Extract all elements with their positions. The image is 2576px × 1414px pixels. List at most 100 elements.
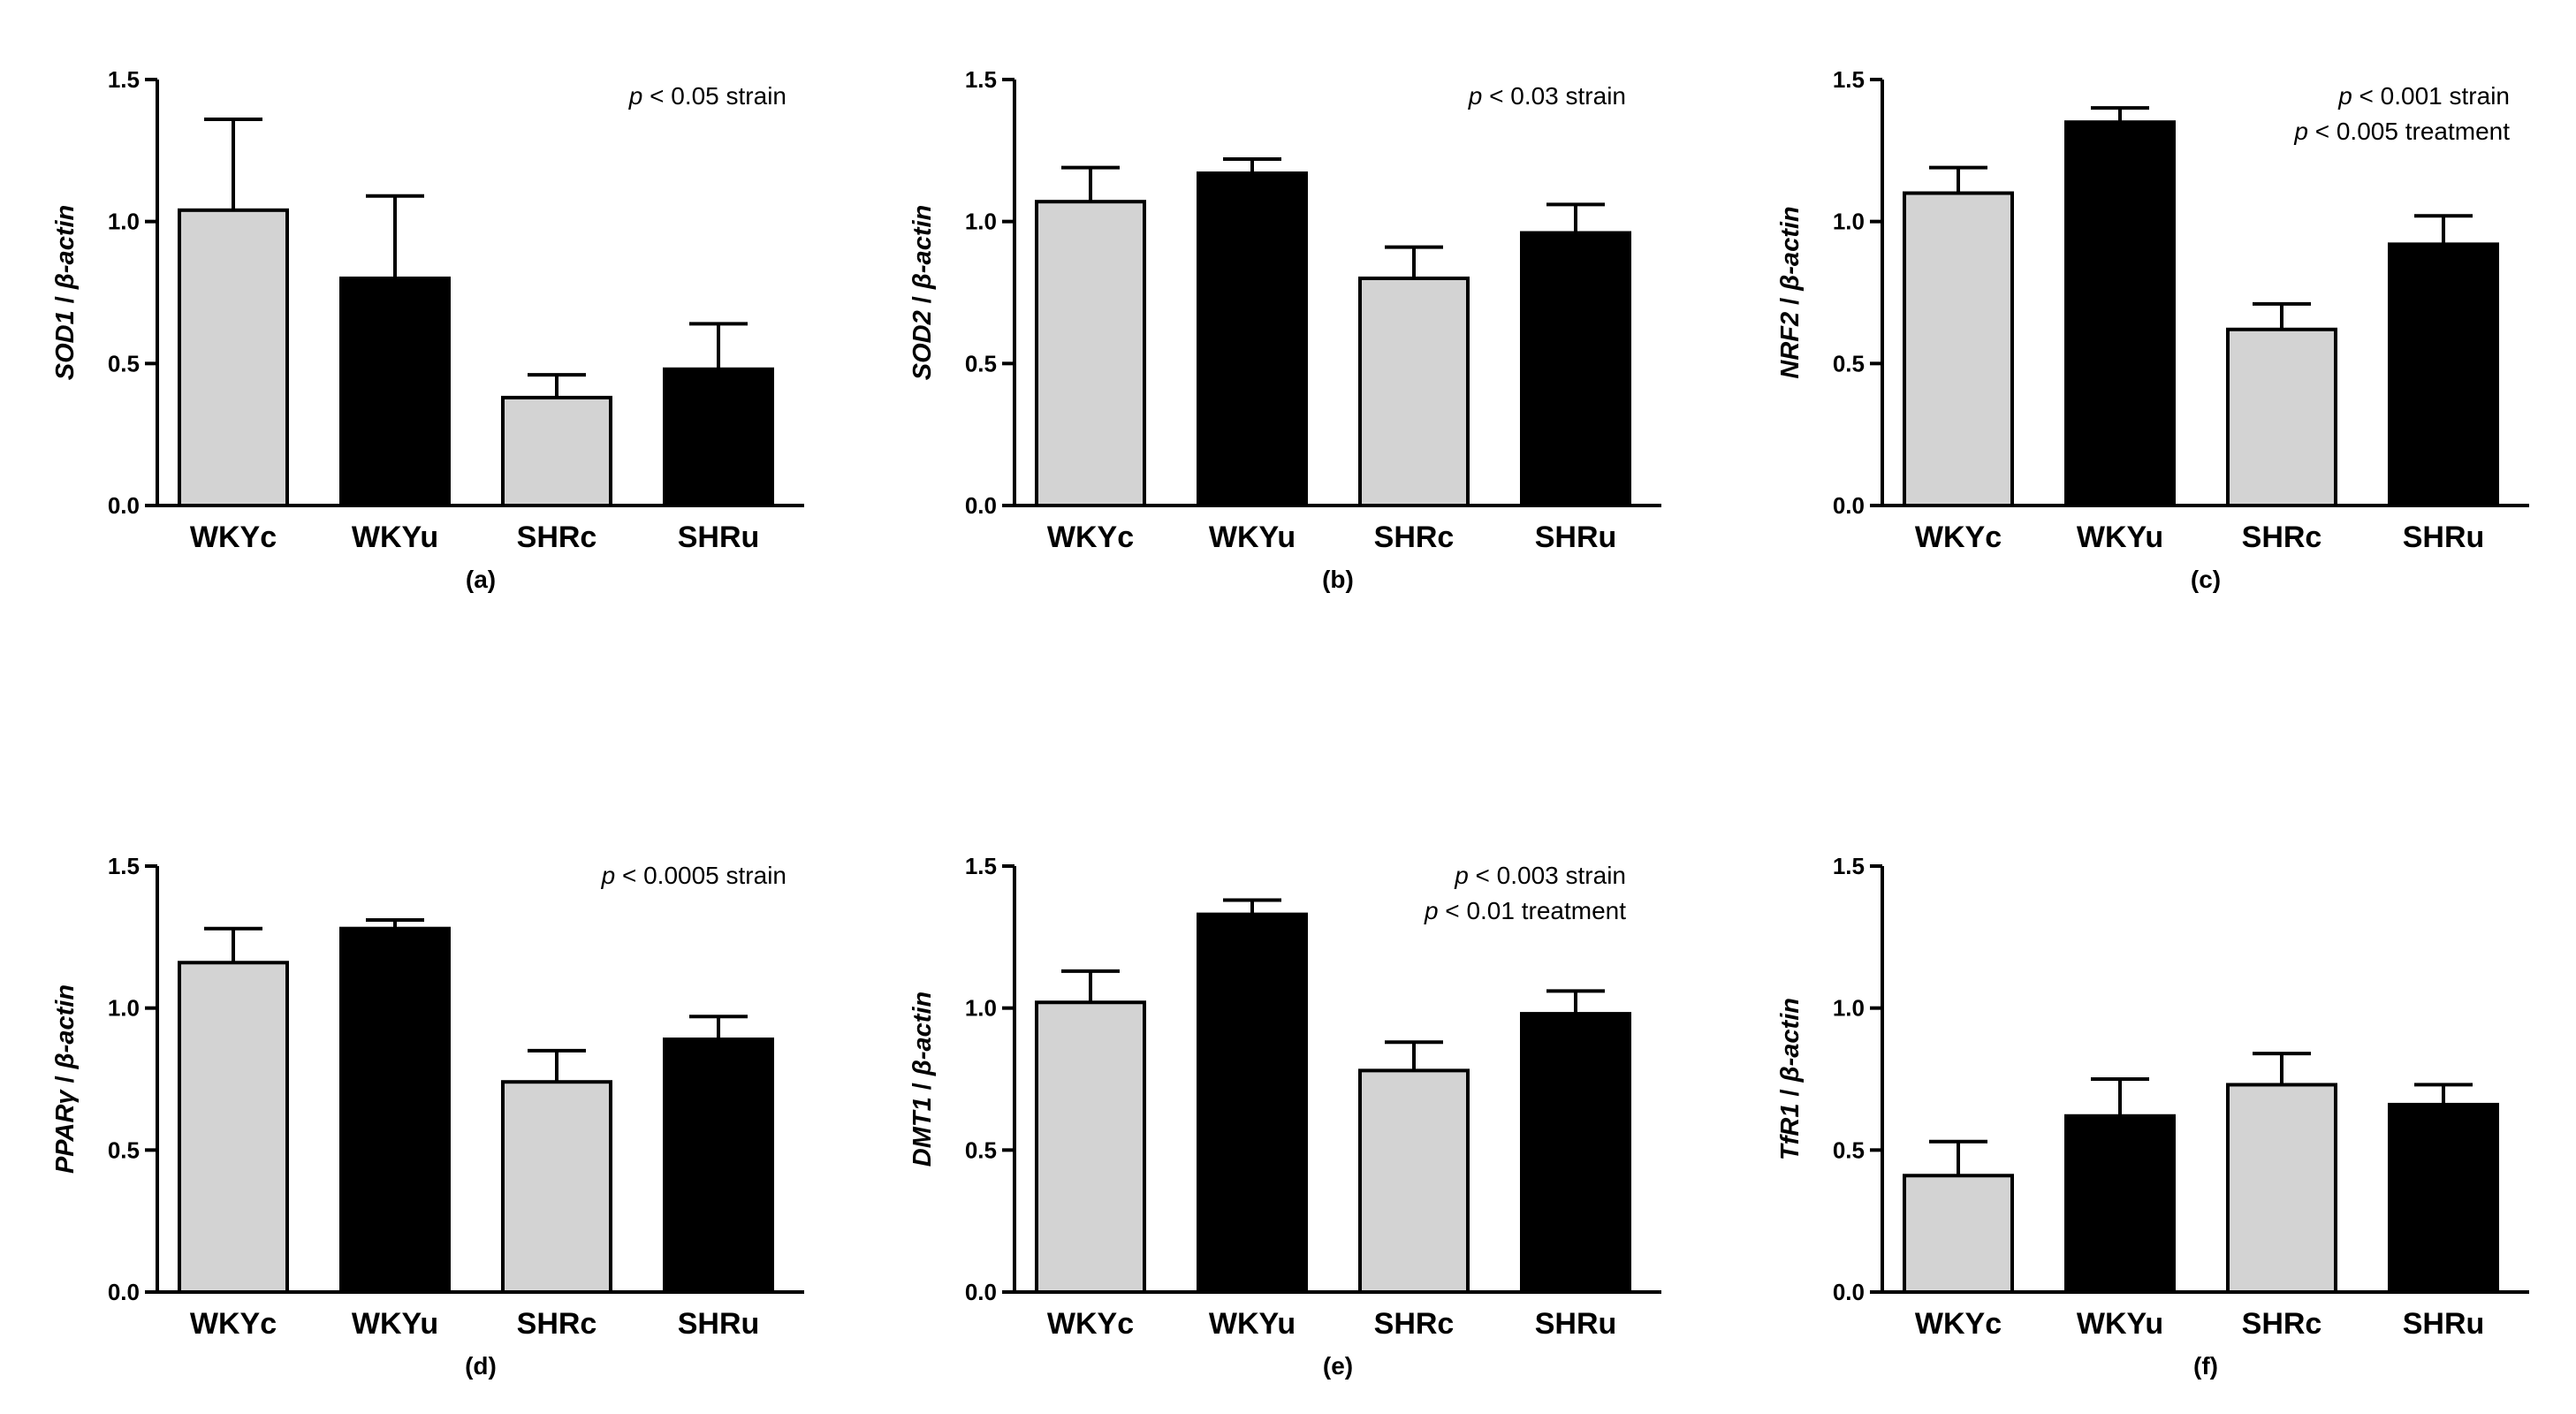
p-value-text: < 0.001 strain: [2352, 82, 2510, 110]
x-tick-label: SHRc: [517, 521, 597, 554]
x-tick-label: SHRc: [2242, 1307, 2322, 1341]
x-tick-label: WKYc: [1047, 1307, 1134, 1341]
y-axis-label-ref: β-actin: [908, 205, 937, 290]
bar-shrc: [2226, 1083, 2337, 1294]
x-tick-label: SHRu: [2403, 521, 2485, 554]
y-axis-label-gene: SOD1: [51, 310, 80, 380]
x-tick-label: SHRc: [1374, 521, 1455, 554]
x-tick-label: SHRu: [2403, 1307, 2485, 1341]
y-axis-label-ref: β-actin: [51, 984, 80, 1069]
p-value-annotation: p < 0.0005 strain: [601, 862, 786, 889]
p-value-text: < 0.0005 strain: [615, 862, 786, 889]
x-tick-label: WKYu: [1209, 1307, 1296, 1341]
panel-label: (a): [466, 566, 496, 593]
bar-shru: [1520, 1012, 1631, 1295]
p-value-annotation: p < 0.003 strain: [1454, 862, 1626, 889]
y-axis-label: SOD1 / β-actin: [51, 205, 80, 381]
p-value-text: < 0.003 strain: [1469, 862, 1626, 889]
p-symbol: p: [1424, 897, 1439, 924]
bar-shrc: [501, 395, 612, 508]
x-tick-label: SHRu: [678, 1307, 760, 1341]
chart-panel-b: WKYc WKYu SHRc SHRu 0.0 0.5 1.0 1.5 SOD2 / β-act…: [908, 66, 1661, 593]
x-tick-label: WKYu: [352, 521, 438, 554]
bar-wkyu: [2064, 1114, 2176, 1294]
y-tick-label: 0.0: [1833, 1279, 1865, 1305]
x-tick-label: WKYu: [2077, 521, 2163, 554]
y-axis-label-gene: DMT1: [908, 1097, 937, 1167]
p-value-text: < 0.005 treatment: [2308, 118, 2510, 145]
bar-shrc: [501, 1080, 612, 1295]
y-axis-label-ref: β-actin: [1776, 998, 1805, 1083]
y-tick-label: 0.0: [965, 492, 997, 519]
bar-wkyc: [1903, 1174, 2014, 1294]
p-symbol: p: [628, 82, 643, 110]
y-axis-label-sep: /: [51, 289, 80, 310]
bar-wkyu: [339, 276, 451, 507]
x-tick-label: WKYu: [1209, 521, 1296, 554]
bar-shru: [1520, 231, 1631, 507]
chart-panel-a: WKYc WKYu SHRc SHRu 0.0 0.5 1.0 1.5 SOD1 / β-act…: [51, 66, 804, 593]
y-axis-label-ref: β-actin: [1776, 206, 1805, 291]
panel-label: (c): [2191, 566, 2221, 593]
x-tick-label: WKYc: [190, 521, 277, 554]
p-value-annotation: p < 0.005 treatment: [2293, 118, 2510, 145]
y-axis-label-gene: SOD2: [908, 310, 937, 380]
bar-wkyu: [339, 926, 451, 1295]
x-tick-label: WKYc: [1047, 521, 1134, 554]
p-value-text: < 0.03 strain: [1482, 82, 1626, 110]
bar-shrc: [2226, 327, 2337, 508]
y-axis-label: NRF2 / β-actin: [1776, 206, 1805, 378]
bar-shru: [663, 367, 774, 508]
bar-wkyc: [178, 961, 289, 1294]
bar-wkyc: [178, 208, 289, 508]
y-axis-label-gene: PPARγ: [51, 1089, 80, 1174]
bar-wkyu: [2064, 120, 2176, 507]
x-tick-label: WKYc: [190, 1307, 277, 1341]
bar-shrc: [1358, 1068, 1470, 1294]
bar-wkyu: [1197, 912, 1308, 1295]
y-tick-label: 0.0: [108, 1279, 140, 1305]
y-tick-label: 1.5: [108, 853, 140, 879]
p-value-text: < 0.01 treatment: [1439, 897, 1627, 924]
y-tick-label: 0.5: [1833, 350, 1865, 376]
y-axis-label-ref: β-actin: [908, 992, 937, 1076]
y-tick-label: 1.5: [1833, 853, 1865, 879]
y-tick-label: 0.0: [108, 492, 140, 519]
x-tick-label: SHRc: [2242, 521, 2322, 554]
p-value-annotation: p < 0.01 treatment: [1424, 897, 1626, 924]
x-tick-label: SHRu: [678, 521, 760, 554]
p-value-text: < 0.05 strain: [642, 82, 786, 110]
chart-panel-f: WKYc WKYu SHRc SHRu 0.0 0.5 1.0 1.5 TfR1 / β-act…: [1776, 853, 2529, 1380]
p-symbol: p: [2337, 82, 2352, 110]
chart-panel-d: WKYc WKYu SHRc SHRu 0.0 0.5 1.0 1.5 PPARγ / β-ac…: [51, 853, 804, 1380]
x-tick-label: WKYc: [1915, 1307, 2002, 1341]
x-tick-label: WKYc: [1915, 521, 2002, 554]
y-tick-label: 1.0: [1833, 995, 1865, 1022]
y-axis-label-sep: /: [1776, 291, 1805, 312]
y-axis-label: SOD2 / β-actin: [908, 205, 937, 381]
panel-label: (e): [1323, 1352, 1353, 1380]
y-axis-label-gene: TfR1: [1776, 1104, 1805, 1160]
x-tick-label: SHRu: [1535, 521, 1617, 554]
bar-wkyc: [1903, 191, 2014, 508]
y-tick-label: 1.0: [108, 209, 140, 235]
panel-label: (b): [1322, 566, 1354, 593]
x-tick-label: SHRu: [1535, 1307, 1617, 1341]
bar-wkyc: [1035, 200, 1146, 507]
chart-panel-c: WKYc WKYu SHRc SHRu 0.0 0.5 1.0 1.5 NRF2 / β-act…: [1776, 66, 2529, 593]
y-tick-label: 0.5: [108, 1137, 140, 1163]
p-value-annotation: p < 0.05 strain: [628, 82, 786, 110]
p-symbol: p: [1454, 862, 1469, 889]
bar-shru: [2388, 1102, 2499, 1295]
bar-wkyc: [1035, 1000, 1146, 1294]
y-axis-label-gene: NRF2: [1776, 312, 1805, 379]
p-symbol: p: [601, 862, 616, 889]
y-axis-label-ref: β-actin: [51, 205, 80, 290]
y-tick-label: 1.0: [1833, 209, 1865, 235]
y-tick-label: 0.0: [1833, 492, 1865, 519]
x-tick-label: SHRc: [517, 1307, 597, 1341]
y-tick-label: 0.0: [965, 1279, 997, 1305]
y-tick-label: 1.5: [965, 853, 997, 879]
